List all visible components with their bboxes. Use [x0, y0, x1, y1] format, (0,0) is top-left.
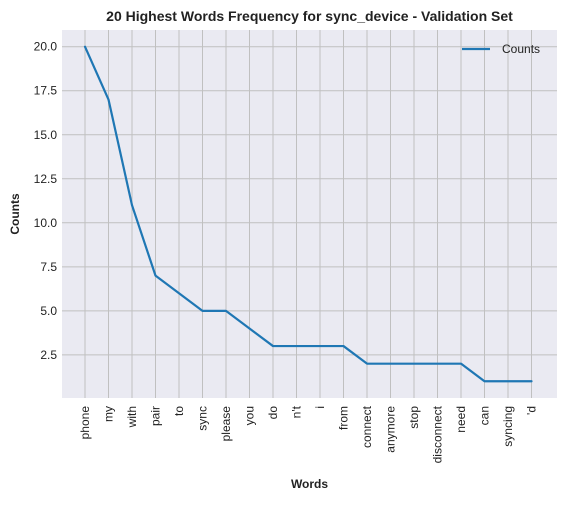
x-tick-label: pair [149, 406, 163, 426]
y-tick-label: 10.0 [34, 216, 58, 230]
plot-area [62, 30, 557, 398]
x-tick-label: disconnect [431, 405, 445, 463]
x-tick-label: syncing [501, 406, 515, 447]
x-tick-label: connect [360, 405, 374, 448]
x-tick-label: to [172, 406, 186, 416]
x-tick-label: 'd [525, 406, 539, 415]
x-tick-label: you [243, 406, 257, 425]
x-tick-label: phone [78, 406, 92, 440]
x-tick-label: please [219, 406, 233, 442]
x-tick-label: can [478, 406, 492, 425]
y-axis-ticks: 2.5 5.0 7.5 10.0 12.5 15.0 17.5 20.0 [34, 40, 58, 362]
y-tick-label: 2.5 [40, 348, 57, 362]
y-tick-label: 7.5 [40, 260, 57, 274]
legend-label-counts: Counts [502, 42, 540, 56]
x-tick-label: sync [196, 406, 210, 431]
x-tick-label: stop [407, 406, 421, 429]
y-axis-label: Counts [8, 193, 22, 235]
y-tick-label: 12.5 [34, 172, 58, 186]
x-tick-label: i [313, 406, 327, 409]
y-tick-label: 5.0 [40, 304, 57, 318]
x-tick-label: do [266, 406, 280, 420]
x-tick-label: n't [290, 405, 304, 418]
y-tick-label: 20.0 [34, 40, 58, 54]
x-tick-label: anymore [384, 406, 398, 453]
x-axis-label: Words [291, 477, 328, 491]
y-tick-label: 17.5 [34, 84, 58, 98]
x-tick-label: my [102, 406, 116, 422]
x-tick-label: with [125, 406, 139, 428]
x-tick-label: need [454, 406, 468, 433]
chart-title: 20 Highest Words Frequency for sync_devi… [106, 8, 513, 24]
x-tick-label: from [337, 406, 351, 430]
y-tick-label: 15.0 [34, 128, 58, 142]
